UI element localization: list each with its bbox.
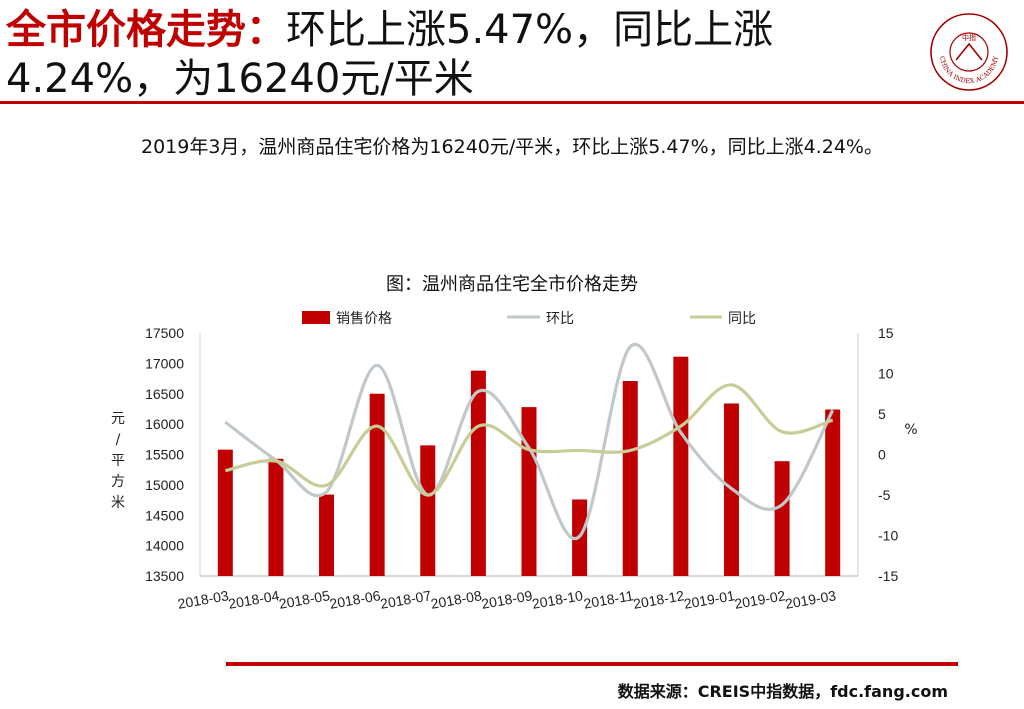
data-source: 数据来源：CREIS中指数据，fdc.fang.com <box>617 682 948 701</box>
china-index-academy-logo: CHINA INDEX ACADEMY 中指 <box>930 13 1008 91</box>
y-tick-label: 17500 <box>145 325 184 341</box>
x-tick-label: 2019-03 <box>784 587 838 612</box>
y-axis-label: 米 <box>111 495 125 511</box>
y-tick-label: 16000 <box>145 416 184 432</box>
y2-tick-label: -15 <box>878 568 898 584</box>
price-bar <box>521 407 537 576</box>
price-bar <box>622 380 638 576</box>
y2-tick-label: 10 <box>878 366 894 382</box>
price-bar <box>217 449 233 576</box>
price-bar <box>470 370 486 576</box>
legend-label-yoy: 同比 <box>728 311 756 327</box>
legend-swatch-price <box>302 311 330 324</box>
logo-center-text: 中指 <box>962 33 976 42</box>
title-highlight: 全市价格走势： <box>6 7 286 53</box>
price-bar <box>369 393 385 576</box>
price-bar <box>268 458 284 576</box>
x-tick-label: 2018-03 <box>176 587 230 612</box>
x-tick-label: 2018-04 <box>227 587 281 612</box>
price-bar <box>319 494 335 576</box>
y-axis-label: 方 <box>111 474 125 490</box>
x-tick-label: 2018-08 <box>430 587 484 612</box>
x-tick-label: 2018-11 <box>582 587 635 612</box>
y-tick-label: 13500 <box>145 568 184 584</box>
footer-divider <box>226 662 958 666</box>
y2-tick-label: 5 <box>878 406 886 422</box>
y-tick-label: 17000 <box>145 355 184 371</box>
y2-tick-label: -5 <box>878 487 891 503</box>
x-tick-label: 2018-09 <box>480 587 534 612</box>
y-tick-label: 15000 <box>145 477 184 493</box>
chart-title: 图：温州商品住宅全市价格走势 <box>386 274 638 295</box>
y2-tick-label: 15 <box>878 325 894 341</box>
y-tick-label: 14000 <box>145 538 184 554</box>
y-axis-label: 平 <box>111 453 125 469</box>
summary-text: 2019年3月，温州商品住宅价格为16240元/平米，环比上涨5.47%，同比上… <box>140 136 883 158</box>
y-axis-label: 元 <box>111 411 125 427</box>
y2-axis-label: % <box>904 422 917 438</box>
x-tick-label: 2019-01 <box>683 587 737 612</box>
y2-tick-label: -10 <box>878 528 898 544</box>
y-tick-label: 16500 <box>145 386 184 402</box>
x-tick-label: 2018-06 <box>328 587 382 612</box>
price-trend-chart: 13500 14000 14500 15000 15500 16000 16500 17000… <box>111 311 918 612</box>
price-bar <box>825 409 841 576</box>
x-tick-label: 2019-02 <box>733 587 787 612</box>
title-rest: 环比上涨5.47%，同比上涨4.24%，为16240元/平米 <box>6 7 774 102</box>
x-tick-label: 2018-12 <box>632 587 686 612</box>
price-bar <box>673 356 689 576</box>
title-divider <box>0 101 1024 104</box>
y-axis-label: / <box>116 432 121 448</box>
legend-label-mom: 环比 <box>546 311 574 327</box>
legend-label-price: 销售价格 <box>336 311 392 327</box>
x-tick-label: 2018-10 <box>531 587 585 612</box>
x-tick-label: 2018-07 <box>379 587 433 612</box>
x-tick-label: 2018-05 <box>278 587 332 612</box>
yoy-line <box>224 383 834 497</box>
price-bar <box>420 445 436 576</box>
page-title: 全市价格走势：环比上涨5.47%，同比上涨4.24%，为16240元/平米 <box>6 6 886 104</box>
y-tick-label: 15500 <box>145 447 184 463</box>
y-tick-label: 14500 <box>145 507 184 523</box>
y2-tick-label: 0 <box>878 447 886 463</box>
price-bar <box>774 461 790 576</box>
